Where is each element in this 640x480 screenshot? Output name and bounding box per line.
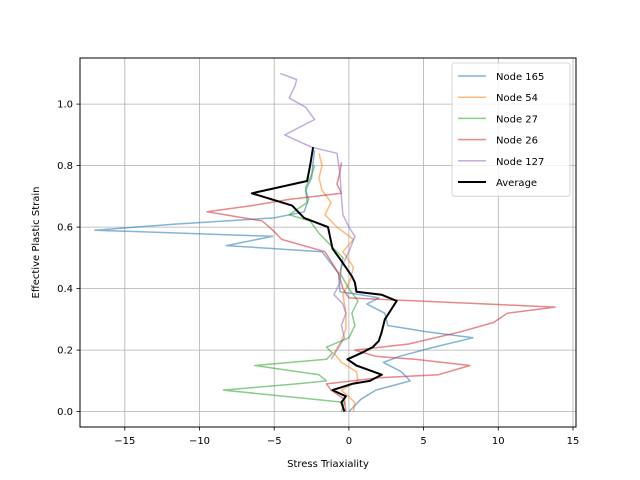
legend-label-average: Average (496, 178, 537, 189)
y-tick-label: 0.0 (57, 407, 73, 418)
x-tick-label: −15 (114, 436, 135, 447)
series-line-node-26 (206, 162, 556, 412)
x-tick-label: 15 (567, 436, 580, 447)
legend-label-node-165: Node 165 (496, 72, 544, 83)
x-axis: −15 −10 −5 0 5 10 15 (114, 427, 579, 447)
x-axis-title: Stress Triaxiality (287, 459, 369, 470)
legend-label-node-54: Node 54 (496, 93, 538, 104)
x-tick-label: 0 (346, 436, 352, 447)
series-line-average (250, 147, 398, 412)
y-tick-label: 0.6 (57, 223, 73, 234)
x-tick-label: 10 (492, 436, 505, 447)
series-line-node-54 (318, 153, 359, 412)
series-line-node-127 (279, 72, 356, 360)
y-tick-label: 0.8 (57, 161, 73, 172)
y-axis-title: Effective Plastic Strain (31, 187, 42, 299)
legend-label-node-127: Node 127 (496, 157, 544, 168)
y-tick-label: 0.2 (57, 346, 73, 357)
legend: Node 165 Node 54 Node 27 Node 26 Node 127 Ave… (451, 62, 571, 197)
series-line-node-27 (222, 165, 359, 412)
x-tick-label: −5 (267, 436, 282, 447)
x-tick-label: −10 (189, 436, 210, 447)
legend-label-node-26: Node 26 (496, 136, 538, 147)
axes-frame (79, 57, 577, 428)
y-tick-label: 1.0 (57, 100, 73, 111)
y-tick-label: 0.4 (57, 284, 73, 295)
legend-box (451, 62, 571, 197)
legend-label-node-27: Node 27 (496, 114, 538, 125)
plot-series (94, 72, 556, 413)
series-line-node-165 (94, 150, 474, 413)
x-tick-label: 5 (420, 436, 426, 447)
y-axis: 0.0 0.2 0.4 0.6 0.8 1.0 (57, 100, 80, 418)
